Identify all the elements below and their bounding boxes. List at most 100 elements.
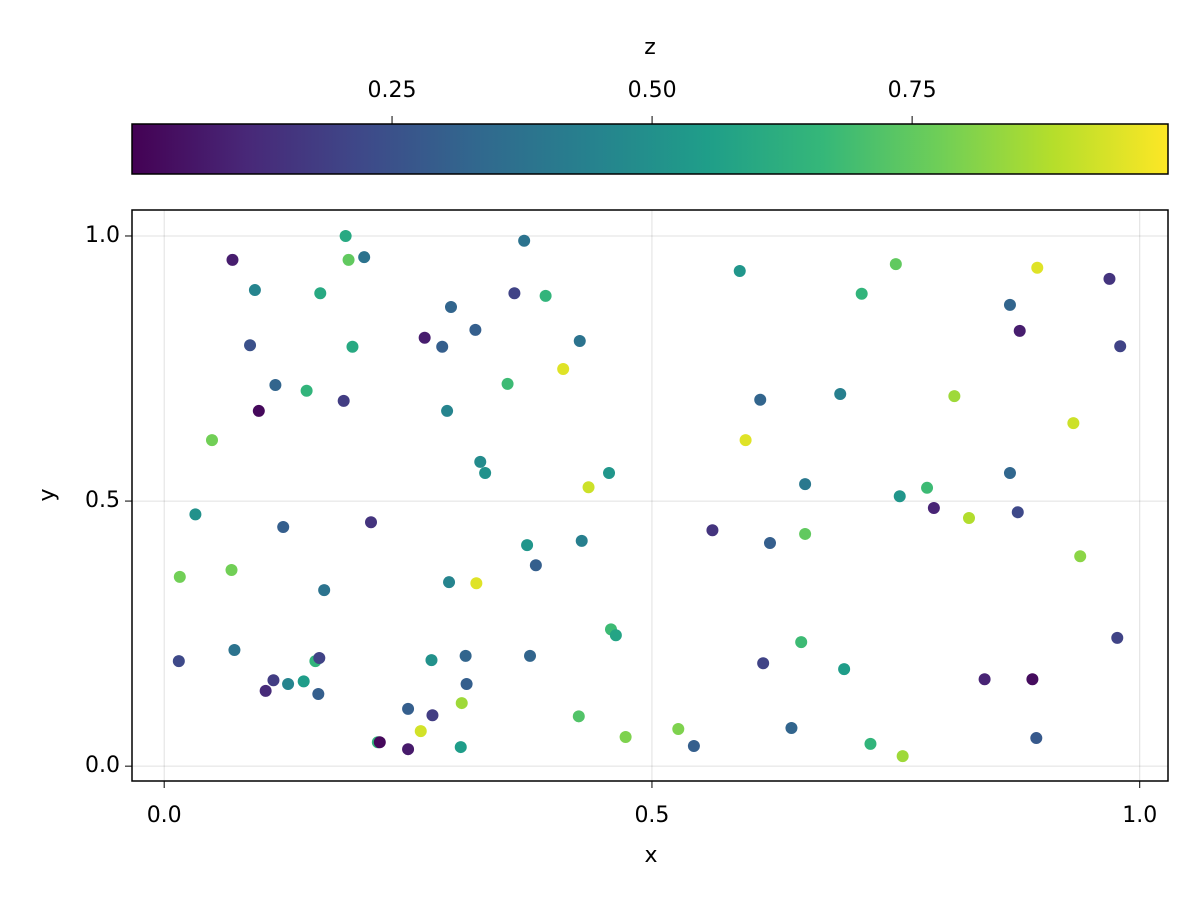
point <box>1003 298 1016 311</box>
point <box>978 673 991 686</box>
point <box>470 577 483 590</box>
y-tick-label: 0.0 <box>85 753 120 778</box>
point <box>799 478 812 491</box>
point <box>582 481 595 494</box>
point <box>189 508 202 521</box>
point <box>346 340 359 353</box>
point <box>1011 506 1024 519</box>
point <box>402 743 415 756</box>
point <box>754 393 767 406</box>
point <box>785 721 798 734</box>
point <box>414 725 427 738</box>
point <box>1031 261 1044 274</box>
point <box>312 688 325 701</box>
point <box>365 516 378 529</box>
point <box>436 340 449 353</box>
point <box>529 559 542 572</box>
point <box>373 736 386 749</box>
x-tick-label: 0.5 <box>634 803 669 828</box>
colorbar-tick-label: 0.75 <box>888 78 937 103</box>
point <box>927 501 940 514</box>
colorbar-tick-label: 0.50 <box>628 78 677 103</box>
point <box>1013 324 1026 337</box>
point <box>889 258 902 271</box>
point <box>313 651 326 664</box>
colorbar-label: z <box>644 35 656 60</box>
point <box>575 534 588 547</box>
point <box>426 709 439 722</box>
point <box>225 563 238 576</box>
point <box>573 334 586 347</box>
point <box>834 387 847 400</box>
point <box>244 339 257 352</box>
point <box>337 394 350 407</box>
point <box>572 710 585 723</box>
point <box>739 434 752 447</box>
point <box>795 636 808 649</box>
point <box>948 390 961 403</box>
point <box>226 253 239 266</box>
point <box>763 536 776 549</box>
plot-frame <box>131 209 1169 782</box>
point <box>1030 732 1043 745</box>
point <box>1111 631 1124 644</box>
point <box>454 741 467 754</box>
point <box>508 287 521 300</box>
point <box>444 301 457 314</box>
point <box>864 737 877 750</box>
x-axis-label: x <box>644 843 657 868</box>
point <box>921 481 934 494</box>
point <box>855 287 868 300</box>
point <box>277 521 290 534</box>
x-tick-label: 0.0 <box>147 803 182 828</box>
point <box>459 649 472 662</box>
point <box>205 434 218 447</box>
point <box>687 740 700 753</box>
point <box>619 730 632 743</box>
colorbar <box>131 123 1169 175</box>
point <box>425 654 438 667</box>
point <box>441 404 454 417</box>
point <box>418 331 431 344</box>
point <box>314 287 327 300</box>
point <box>896 750 909 763</box>
point <box>1026 673 1039 686</box>
point <box>469 323 482 336</box>
point <box>539 289 552 302</box>
point <box>603 466 616 479</box>
y-axis-label: y <box>35 488 60 501</box>
point <box>259 684 272 697</box>
point <box>1003 466 1016 479</box>
point <box>300 384 313 397</box>
point <box>757 657 770 670</box>
point <box>838 663 851 676</box>
point <box>443 576 456 589</box>
point <box>173 570 186 583</box>
point <box>1074 550 1087 563</box>
point <box>358 251 371 264</box>
point <box>501 377 514 390</box>
point <box>1103 272 1116 285</box>
point <box>557 363 570 376</box>
point <box>318 584 331 597</box>
point <box>518 234 531 247</box>
point <box>172 655 185 668</box>
y-tick-label: 1.0 <box>85 223 120 248</box>
y-tick-label: 0.5 <box>85 488 120 513</box>
point <box>267 674 280 687</box>
point <box>474 455 487 468</box>
point <box>1067 417 1080 430</box>
point <box>672 723 685 736</box>
point <box>339 229 352 242</box>
point <box>342 253 355 266</box>
point <box>282 677 295 690</box>
point <box>402 702 415 715</box>
point <box>609 629 622 642</box>
point <box>228 644 241 657</box>
point <box>733 264 746 277</box>
point <box>460 677 473 690</box>
point <box>524 649 537 662</box>
point <box>248 284 261 297</box>
